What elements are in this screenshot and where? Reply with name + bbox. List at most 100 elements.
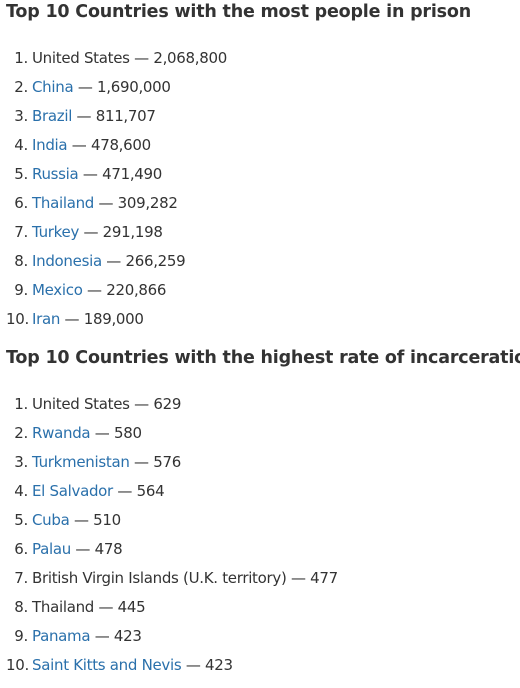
country-link[interactable]: China <box>32 78 74 96</box>
list-item: 1. United States — 629 <box>6 392 520 421</box>
rank: 1. <box>14 395 28 413</box>
value: 445 <box>117 598 146 616</box>
country-link[interactable]: Palau <box>32 540 71 558</box>
rank: 10. <box>6 310 29 328</box>
separator: — <box>94 598 118 616</box>
value: 510 <box>93 511 121 529</box>
rank: 9. <box>14 627 28 645</box>
value: 564 <box>136 482 165 500</box>
list-item: 5. Russia — 471,490 <box>6 162 520 191</box>
value: 478,600 <box>90 136 151 154</box>
list-item: 4. India — 478,600 <box>6 133 520 162</box>
value: 266,259 <box>125 252 186 270</box>
country-link[interactable]: Indonesia <box>32 252 102 270</box>
country-link[interactable]: Turkey <box>32 223 80 241</box>
separator: — <box>78 165 103 183</box>
list-item: 1. United States — 2,068,800 <box>6 46 520 75</box>
rank: 4. <box>14 482 28 500</box>
country-link[interactable]: India <box>32 136 68 154</box>
value: 811,707 <box>95 107 156 125</box>
rank: 5. <box>14 165 28 183</box>
list-item: 8. Thailand — 445 <box>6 595 520 624</box>
rank: 8. <box>14 598 28 616</box>
value: 2,068,800 <box>153 49 227 67</box>
rank: 10. <box>6 656 29 674</box>
separator: — <box>69 511 94 529</box>
value: 309,282 <box>117 194 178 212</box>
value: 478 <box>94 540 123 558</box>
country-name: British Virgin Islands (U.K. territory) <box>32 569 287 587</box>
list-item: 7. Turkey — 291,198 <box>6 220 520 249</box>
separator: — <box>286 569 311 587</box>
value: 576 <box>153 453 181 471</box>
list-item: 2. Rwanda — 580 <box>6 421 520 450</box>
separator: — <box>129 49 154 67</box>
country-link[interactable]: Turkmenistan <box>32 453 130 471</box>
rank: 3. <box>14 107 28 125</box>
rank: 7. <box>14 223 28 241</box>
separator: — <box>181 656 206 674</box>
separator: — <box>90 424 114 442</box>
separator: — <box>129 395 154 413</box>
list-item: 8. Indonesia — 266,259 <box>6 249 520 278</box>
value: 629 <box>153 395 182 413</box>
rank: 9. <box>14 281 28 299</box>
value: 423 <box>113 627 142 645</box>
separator: — <box>101 252 126 270</box>
rank: 3. <box>14 453 28 471</box>
country-link[interactable]: Panama <box>32 627 91 645</box>
rank: 4. <box>14 136 28 154</box>
rank: 7. <box>14 569 28 587</box>
country-link[interactable]: Iran <box>32 310 61 328</box>
list-item: 3. Turkmenistan — 576 <box>6 450 520 479</box>
section-title: Top 10 Countries with the highest rate o… <box>6 348 520 368</box>
rank: 2. <box>14 78 28 96</box>
list-item: 10. Iran — 189,000 <box>6 307 520 336</box>
country-name: United States <box>32 395 130 413</box>
separator: — <box>129 453 154 471</box>
country-name: Thailand <box>32 598 95 616</box>
separator: — <box>67 136 91 154</box>
list-item: 6. Palau — 478 <box>6 537 520 566</box>
country-link[interactable]: Cuba <box>32 511 70 529</box>
country-link[interactable]: Saint Kitts and Nevis <box>32 656 182 674</box>
separator: — <box>72 107 96 125</box>
separator: — <box>73 78 97 96</box>
rank: 5. <box>14 511 28 529</box>
value: 291,198 <box>102 223 163 241</box>
rank: 2. <box>14 424 28 442</box>
country-link[interactable]: Mexico <box>32 281 83 299</box>
value: 220,866 <box>106 281 167 299</box>
country-link[interactable]: Rwanda <box>32 424 91 442</box>
country-link[interactable]: Brazil <box>32 107 73 125</box>
value: 423 <box>205 656 233 674</box>
separator: — <box>112 482 137 500</box>
country-name: United States <box>32 49 130 67</box>
section: Top 10 Countries with the highest rate o… <box>6 346 520 682</box>
separator: — <box>60 310 84 328</box>
list-item: 10. Saint Kitts and Nevis — 423 <box>6 653 520 682</box>
ranked-list: 1. United States — 629 2. Rwanda — 580 3. Tur… <box>6 392 520 682</box>
section-title: Top 10 Countries with the most people in… <box>6 2 471 22</box>
value: 189,000 <box>83 310 144 328</box>
list-item: 9. Mexico — 220,866 <box>6 278 520 307</box>
list-item: 7. British Virgin Islands (U.K. territory… <box>6 566 520 595</box>
list-item: 5. Cuba — 510 <box>6 508 520 537</box>
rank: 1. <box>14 49 28 67</box>
list-item: 2. China — 1,690,000 <box>6 75 520 104</box>
value: 1,690,000 <box>97 78 171 96</box>
separator: — <box>79 223 103 241</box>
country-link[interactable]: Thailand <box>32 194 95 212</box>
list-item: 6. Thailand — 309,282 <box>6 191 520 220</box>
rank: 6. <box>14 540 28 558</box>
separator: — <box>82 281 107 299</box>
rank: 8. <box>14 252 28 270</box>
country-link[interactable]: El Salvador <box>32 482 113 500</box>
value: 477 <box>310 569 338 587</box>
section: Top 10 Countries with the most people in… <box>6 0 520 336</box>
list-item: 3. Brazil — 811,707 <box>6 104 520 133</box>
list-item: 9. Panama — 423 <box>6 624 520 653</box>
country-link[interactable]: Russia <box>32 165 79 183</box>
list-item: 4. El Salvador — 564 <box>6 479 520 508</box>
